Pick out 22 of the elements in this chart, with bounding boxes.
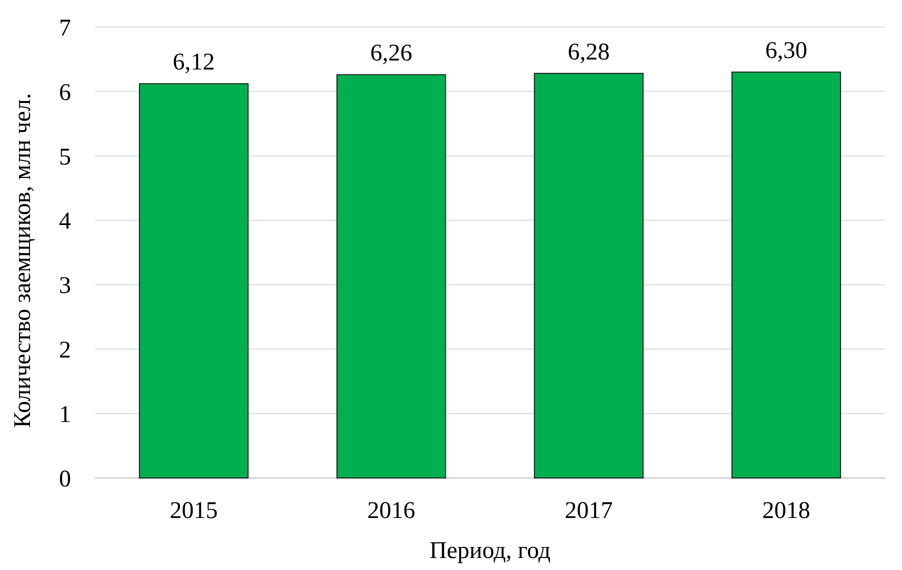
bar: [534, 72, 644, 478]
y-tick-label: 6: [59, 80, 71, 106]
bar: [731, 72, 842, 478]
data-label: 6,28: [568, 39, 610, 66]
data-label: 6,26: [370, 40, 412, 67]
y-tick-label: 3: [59, 273, 71, 300]
y-tick-label: 1: [59, 402, 71, 428]
y-axis-title: Количество заемщиков, млн чел.: [10, 93, 36, 428]
y-tick-label: 0: [59, 466, 71, 492]
bar: [336, 74, 446, 478]
bar: [138, 83, 249, 478]
data-label: 6,12: [172, 50, 215, 76]
y-tick-label: 5: [59, 144, 71, 170]
x-tick-label: 2016: [367, 498, 416, 524]
y-tick-label: 7: [59, 15, 71, 42]
y-tick-label: 4: [59, 208, 71, 235]
data-label: 6,30: [765, 38, 808, 64]
x-tick-label: 2018: [762, 498, 810, 524]
x-tick-label: 2015: [170, 498, 218, 524]
x-tick-label: 2017: [564, 498, 613, 524]
y-tick-label: 2: [59, 338, 71, 364]
x-axis-title: Период, год: [429, 538, 551, 564]
